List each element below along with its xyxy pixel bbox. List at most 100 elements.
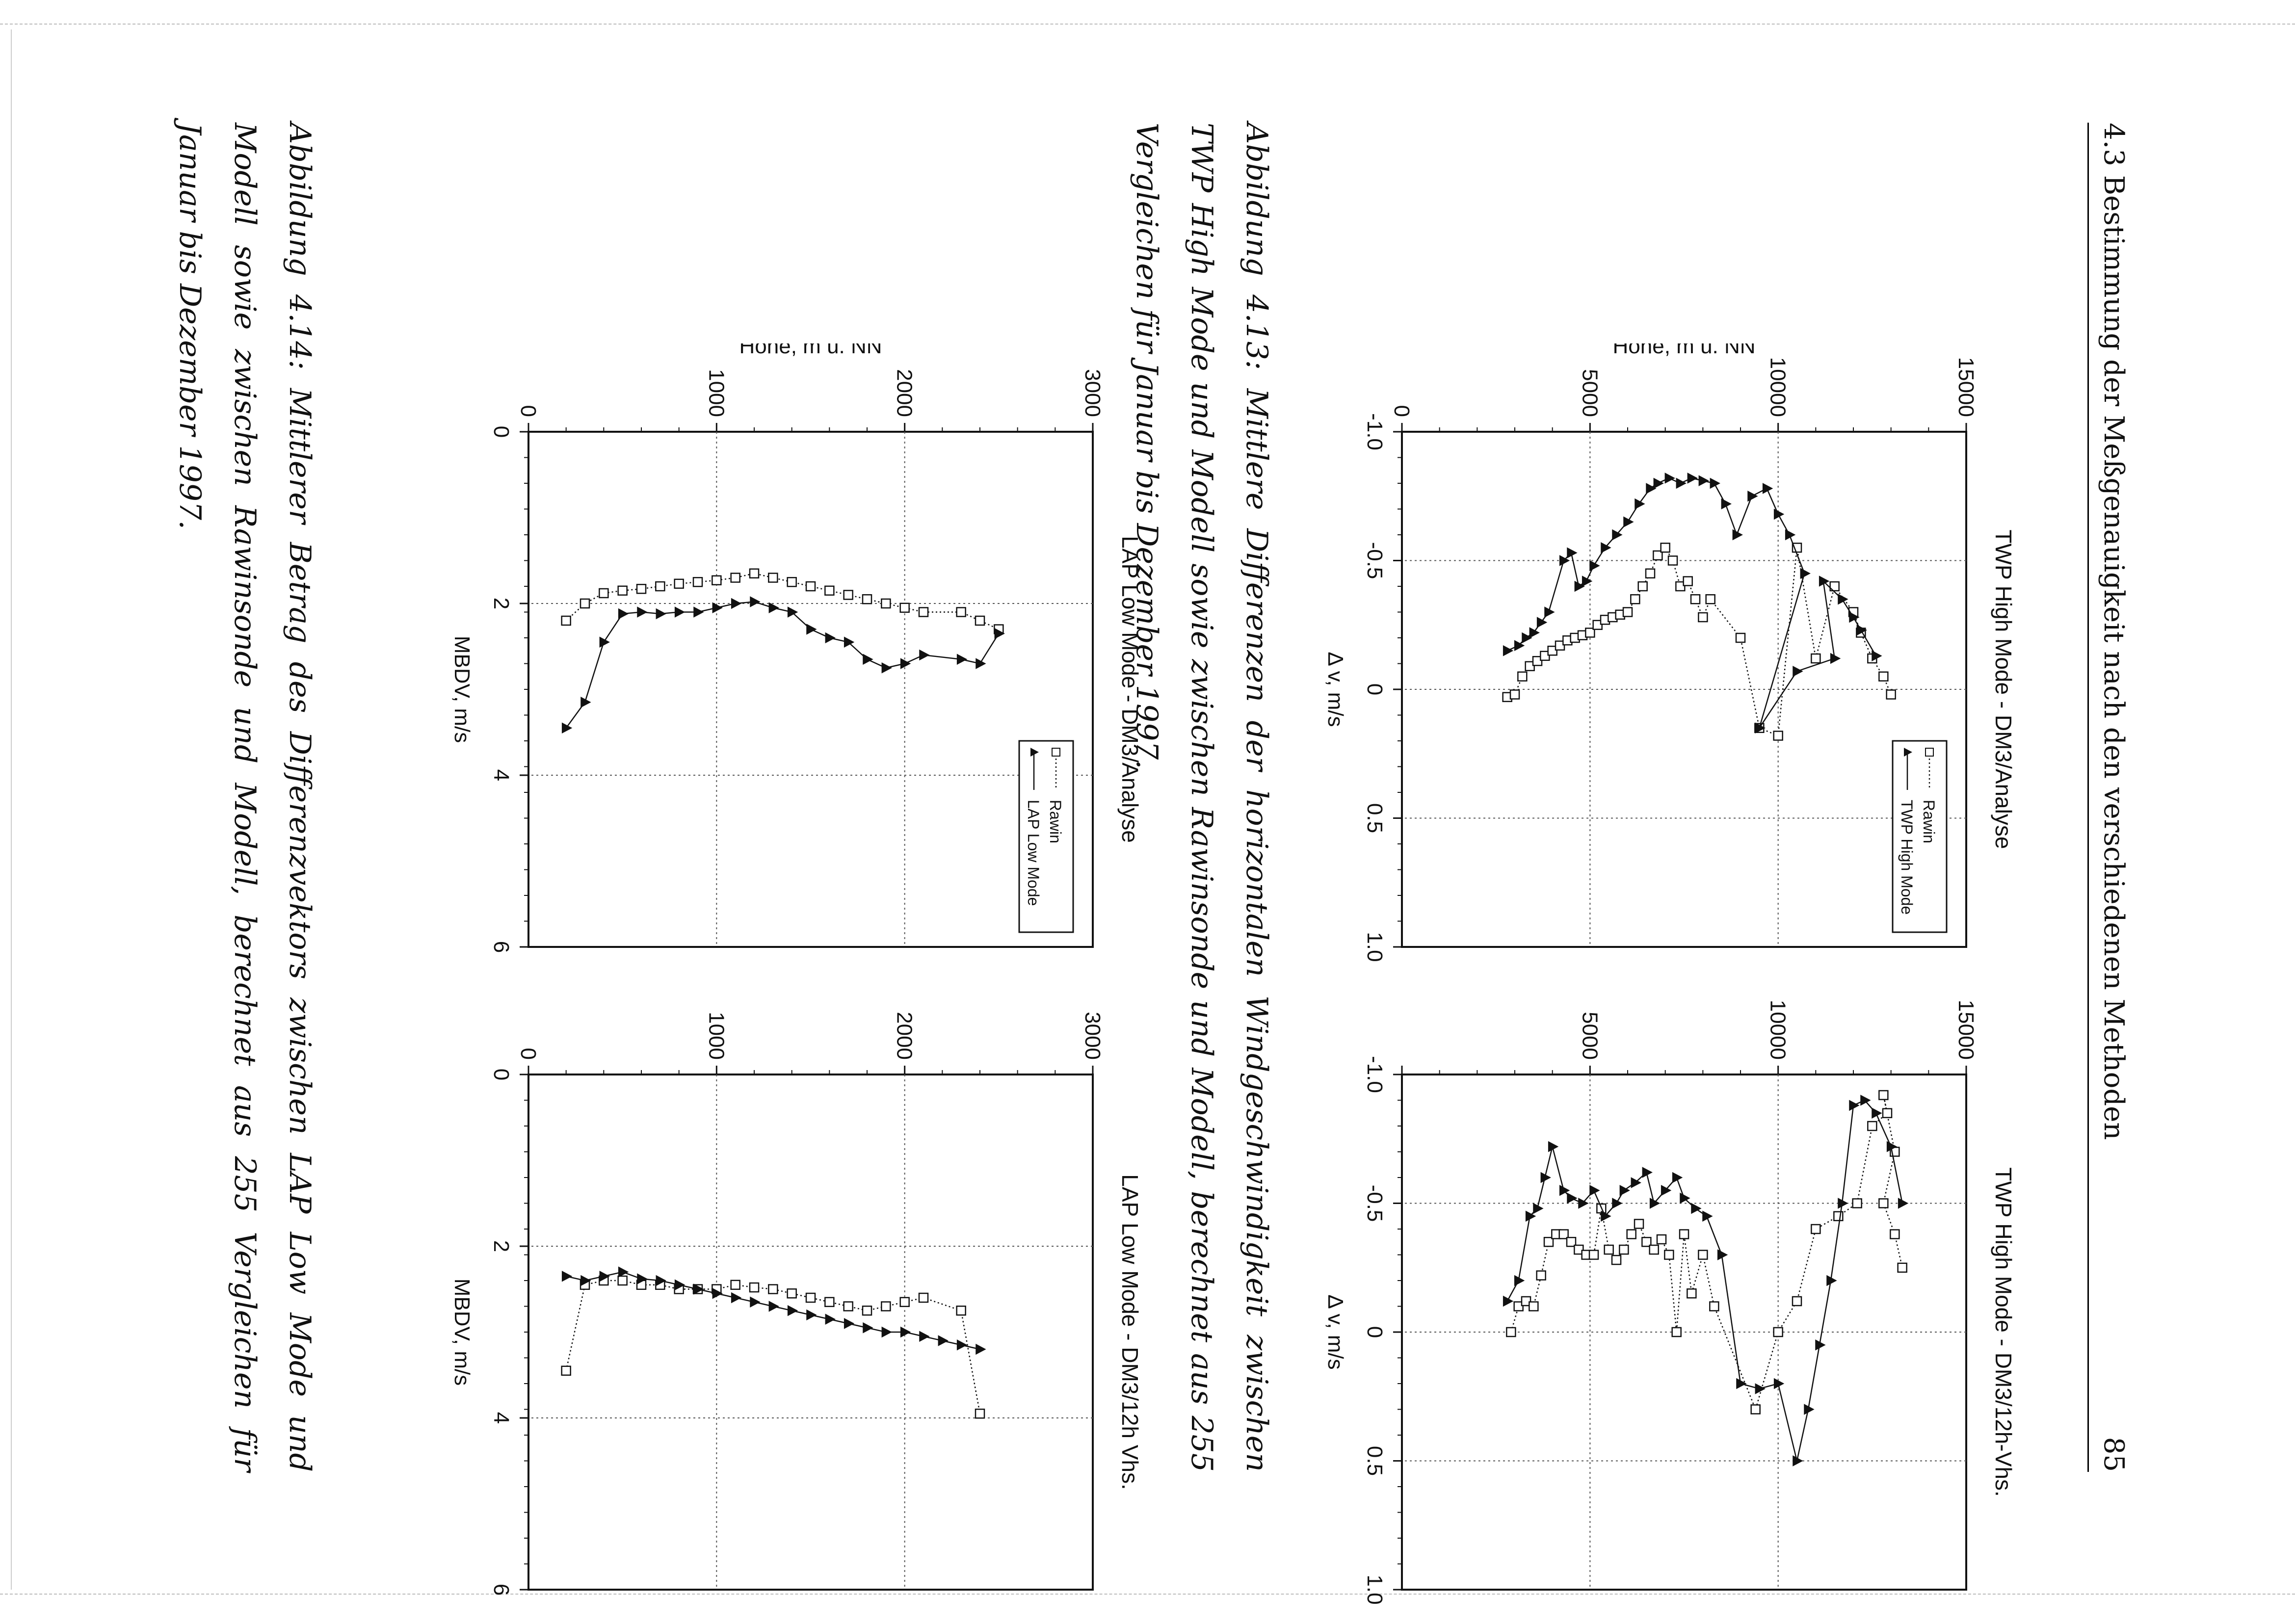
legend-box bbox=[1018, 740, 1074, 933]
rawin-marker bbox=[1811, 1224, 1821, 1234]
rawin-marker bbox=[1540, 651, 1550, 661]
caption-figure-4-14: Abbildung 4.14: Mittlerer Betrag des Dif… bbox=[173, 123, 317, 1472]
rawin-marker bbox=[1619, 1244, 1629, 1255]
instrument-marker bbox=[1514, 640, 1525, 651]
chart-title: LAP Low Mode - DM3/12h Vhs. bbox=[1117, 1174, 1143, 1490]
rawin-marker bbox=[768, 573, 778, 583]
instrument-marker bbox=[1804, 1404, 1815, 1415]
x-tick-label: 0.5 bbox=[1363, 1446, 1387, 1476]
instrument-marker bbox=[1732, 529, 1743, 541]
rawin-marker bbox=[1525, 661, 1535, 671]
rawin-marker bbox=[1543, 1237, 1554, 1247]
rawin-marker bbox=[805, 581, 816, 592]
rawin-marker bbox=[749, 1282, 760, 1293]
x-axis-label: Δ v, m/s bbox=[1323, 652, 1347, 727]
rawin-marker bbox=[975, 615, 985, 626]
instrument-marker bbox=[1886, 1141, 1898, 1153]
instrument-marker bbox=[561, 722, 573, 733]
rawin-marker bbox=[1626, 1229, 1636, 1239]
y-tick-label: 10000 bbox=[1766, 1000, 1790, 1060]
legend-label: Rawin bbox=[1047, 800, 1064, 843]
instrument-marker bbox=[787, 1305, 798, 1316]
rawin-marker bbox=[1687, 1288, 1697, 1299]
instrument-marker bbox=[1631, 1177, 1641, 1188]
rawin-marker bbox=[768, 1284, 778, 1294]
instrument-marker bbox=[1544, 606, 1555, 618]
rawin-marker bbox=[1773, 731, 1783, 741]
rawin-marker bbox=[805, 1292, 816, 1303]
instrument-marker bbox=[618, 608, 629, 620]
rawin-marker bbox=[1649, 1244, 1659, 1255]
instrument-marker bbox=[1646, 483, 1657, 494]
rawin-marker bbox=[617, 585, 628, 596]
instrument-marker bbox=[1830, 653, 1841, 664]
plot-frame bbox=[528, 431, 1094, 948]
instrument-marker bbox=[768, 602, 779, 613]
rawin-marker bbox=[1529, 1301, 1539, 1311]
x-tick-label: 6 bbox=[489, 941, 513, 953]
rawin-marker bbox=[1641, 1237, 1652, 1247]
instrument-marker bbox=[881, 1326, 892, 1338]
y-tick-label: 0 bbox=[516, 1048, 540, 1060]
instrument-marker bbox=[750, 1296, 761, 1308]
rawin-marker bbox=[1890, 1229, 1900, 1239]
x-axis-label: MBDV, m/s bbox=[450, 636, 474, 743]
rawin-marker bbox=[1536, 1270, 1546, 1281]
rawin-marker bbox=[1509, 689, 1520, 700]
legend-box bbox=[1892, 740, 1948, 933]
y-tick-label: 0 bbox=[516, 405, 540, 417]
instrument-marker bbox=[1525, 1210, 1536, 1222]
x-axis-label: MBDV, m/s bbox=[450, 1279, 474, 1386]
series-line-instrument bbox=[566, 1271, 980, 1350]
series-line-rawin bbox=[565, 573, 999, 630]
rawin-marker bbox=[636, 584, 647, 594]
y-tick-label: 0 bbox=[1390, 405, 1414, 417]
left-scan-edge bbox=[11, 29, 12, 1590]
rawin-marker bbox=[1833, 1211, 1844, 1221]
rawin-marker bbox=[1653, 550, 1663, 561]
running-header: 4.3 Bestimmung der Meßgenauigkeit nach d… bbox=[2087, 123, 2148, 1472]
instrument-marker bbox=[1773, 1378, 1785, 1389]
instrument-marker bbox=[1856, 625, 1867, 636]
x-tick-label: 1.0 bbox=[1363, 1574, 1387, 1604]
legend-marker bbox=[1925, 748, 1934, 757]
rawin-marker bbox=[1660, 543, 1670, 553]
instrument-marker bbox=[1762, 483, 1773, 494]
x-tick-label: -1.0 bbox=[1363, 413, 1387, 450]
instrument-marker bbox=[1559, 1185, 1570, 1196]
instrument-marker bbox=[1567, 547, 1578, 558]
rawin-marker bbox=[1852, 1198, 1862, 1208]
rawin-marker bbox=[881, 1301, 891, 1311]
legend-marker bbox=[1904, 748, 1912, 757]
instrument-marker bbox=[1676, 477, 1687, 489]
instrument-marker bbox=[938, 1335, 949, 1346]
plot-frame bbox=[528, 1074, 1094, 1591]
instrument-marker bbox=[1691, 1203, 1702, 1214]
rawin-marker bbox=[1811, 653, 1821, 664]
header-title: 4.3 Bestimmung der Meßgenauigkeit nach d… bbox=[2098, 123, 2130, 1140]
rawin-marker bbox=[1521, 1296, 1531, 1307]
instrument-marker bbox=[750, 596, 761, 607]
rawin-marker bbox=[1882, 1108, 1893, 1118]
instrument-marker bbox=[863, 654, 873, 665]
instrument-marker bbox=[825, 1313, 836, 1325]
instrument-marker bbox=[1755, 722, 1766, 733]
instrument-marker bbox=[1793, 1455, 1803, 1467]
rawin-marker bbox=[1773, 1327, 1783, 1337]
rawin-marker bbox=[1637, 581, 1648, 592]
x-tick-label: -0.5 bbox=[1363, 542, 1387, 579]
rawin-marker bbox=[975, 1409, 985, 1419]
instrument-marker bbox=[1578, 1198, 1589, 1209]
rawin-marker bbox=[843, 590, 853, 600]
instrument-marker bbox=[1540, 1172, 1551, 1183]
instrument-marker bbox=[1635, 498, 1645, 510]
rawin-marker bbox=[824, 585, 835, 596]
rawin-marker bbox=[1679, 1229, 1689, 1239]
instrument-marker bbox=[1574, 580, 1585, 592]
legend-marker bbox=[1030, 748, 1039, 757]
rawin-marker bbox=[1547, 646, 1557, 656]
rawin-marker bbox=[1645, 568, 1656, 578]
instrument-marker bbox=[1815, 1339, 1826, 1351]
rawin-marker bbox=[1588, 1250, 1599, 1260]
